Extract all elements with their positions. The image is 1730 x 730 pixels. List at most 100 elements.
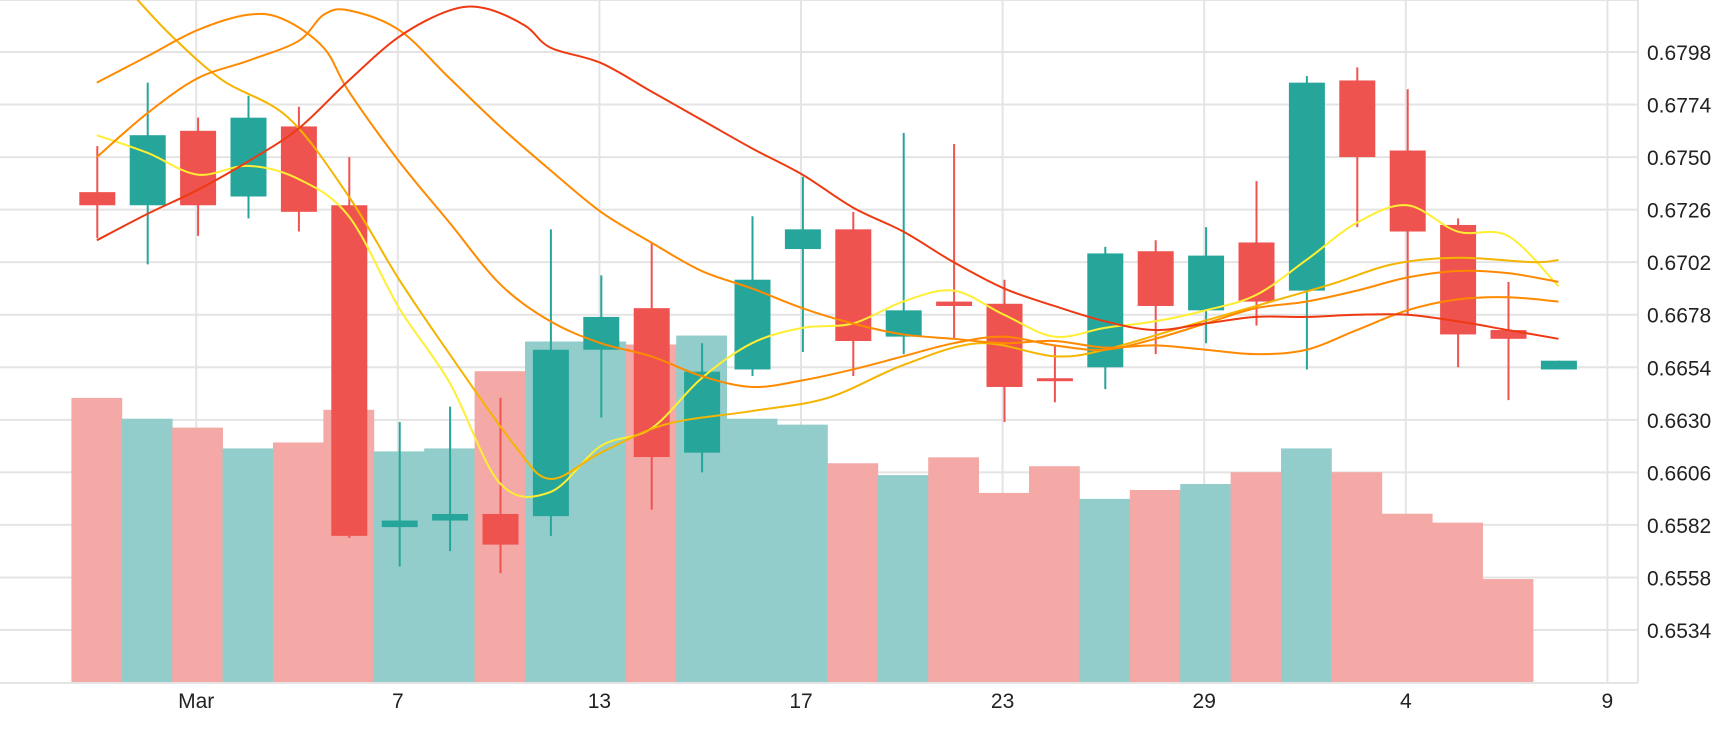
candle (1540, 360, 1577, 370)
x-tick-label: 9 (1602, 690, 1614, 713)
y-tick-label: 0.6726 (1647, 200, 1711, 223)
y-tick-label: 0.6750 (1647, 147, 1711, 170)
x-tick-label: 4 (1400, 690, 1412, 713)
y-tick-label: 0.6678 (1647, 305, 1711, 328)
candle-body (230, 117, 267, 197)
volume-bar (726, 418, 778, 683)
volume-bar (222, 448, 274, 683)
candle (331, 157, 368, 539)
candle (180, 117, 217, 236)
candle (129, 82, 166, 265)
candle (1490, 281, 1527, 401)
volume-bar (827, 463, 879, 683)
moving-average-line (96, 12, 1559, 389)
y-tick-label: 0.6798 (1647, 42, 1711, 65)
volume-bar (1180, 484, 1231, 683)
candle (835, 211, 872, 377)
volume-bar (121, 418, 173, 683)
candle-body (1188, 255, 1225, 311)
moving-average-line (96, 8, 1559, 356)
candle-body (633, 308, 670, 458)
candle (633, 242, 670, 510)
y-tick-label: 0.6534 (1647, 620, 1712, 643)
axes: 0.6798 0.6774 0.6750 0.6726 0.6702 0.6678 0.66… (0, 0, 1712, 713)
candle-body (1288, 82, 1325, 291)
candle (583, 275, 620, 418)
volume-bar (877, 475, 929, 683)
volume-bar (1432, 522, 1483, 683)
candle-body (280, 126, 317, 212)
candle (1440, 218, 1477, 368)
candle (986, 279, 1023, 423)
y-tick-label: 0.6630 (1647, 410, 1711, 433)
candle-body (381, 520, 418, 528)
candle-body (784, 229, 821, 250)
candle-body (1389, 150, 1426, 232)
x-tick-label: 7 (392, 690, 404, 713)
candle (532, 229, 569, 536)
candle-body (936, 301, 973, 306)
candle-body (1540, 360, 1577, 370)
volume-bar (1129, 489, 1181, 683)
y-tick-label: 0.6702 (1647, 252, 1711, 275)
candle-body (129, 135, 166, 206)
candle (684, 343, 721, 473)
y-tick-label: 0.6606 (1647, 462, 1711, 485)
candle-body (331, 205, 368, 536)
candle (1389, 89, 1426, 315)
candle-body (1238, 242, 1275, 302)
candle (1288, 76, 1325, 370)
candle (280, 106, 317, 232)
candle-body (532, 349, 569, 517)
volume-bar (1029, 466, 1080, 683)
candle-body (734, 279, 771, 370)
x-tick-label: Mar (178, 690, 214, 713)
candle (936, 143, 973, 339)
moving-average-line (136, 0, 1559, 480)
volume-bar (928, 457, 979, 683)
volume-bar (1281, 448, 1332, 683)
candle (1036, 345, 1073, 403)
candle (381, 422, 418, 567)
x-tick-label: 23 (991, 690, 1014, 713)
candles (79, 67, 1577, 574)
x-tick-label: 13 (588, 690, 611, 713)
y-tick-label: 0.6774 (1647, 95, 1712, 118)
candle (734, 216, 771, 377)
candle (784, 176, 821, 352)
candle (885, 133, 922, 355)
candle (79, 146, 116, 239)
volume-bar (1381, 513, 1433, 683)
volume-bar (172, 427, 223, 683)
volume-bar (1079, 498, 1131, 683)
x-tick-label: 29 (1193, 690, 1216, 713)
moving-average-lines (96, 0, 1560, 498)
candle-body (1339, 80, 1376, 158)
x-tick-label: 17 (789, 690, 812, 713)
volume-bar (1230, 472, 1282, 683)
volume-bar (71, 397, 123, 683)
candle-body (1490, 330, 1527, 339)
candle-body (684, 371, 721, 453)
candle (1238, 181, 1275, 326)
volume-bar (1331, 472, 1383, 683)
candle (1339, 67, 1376, 228)
y-tick-label: 0.6582 (1647, 515, 1711, 538)
volume-bar (978, 492, 1030, 683)
moving-average-line (96, 5, 1559, 340)
candle (1137, 240, 1174, 355)
candle-body (583, 316, 620, 350)
volume-bar (1482, 579, 1534, 683)
candle-body (1440, 224, 1477, 335)
candle-body (180, 130, 217, 206)
candle (482, 397, 519, 574)
candle (432, 406, 469, 552)
volume-bar (777, 424, 828, 683)
candle (230, 95, 267, 219)
candle-body (79, 192, 116, 206)
volume-bar (273, 442, 324, 683)
candle-body (432, 513, 469, 521)
volume-bars (71, 335, 1534, 683)
